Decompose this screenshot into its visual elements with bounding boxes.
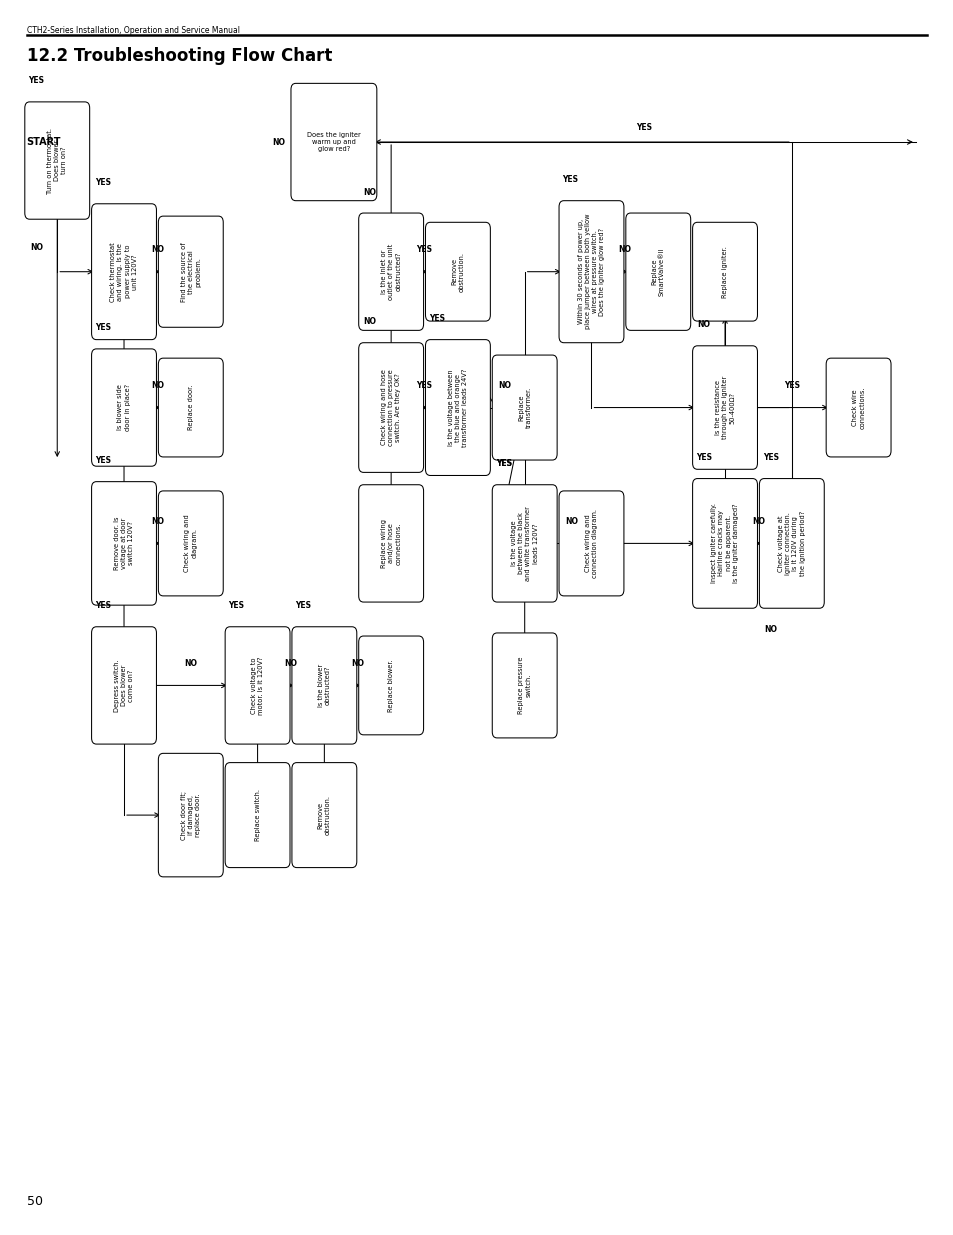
Text: NO: NO [751,516,764,526]
Text: Replace switch.: Replace switch. [254,789,260,841]
Text: Is the voltage between
the blue and orange
transformer leads 24V?: Is the voltage between the blue and oran… [447,368,468,447]
Text: Is the blower
obstructed?: Is the blower obstructed? [317,664,331,706]
Text: Depress switch.
Does blower
come on?: Depress switch. Does blower come on? [113,659,134,711]
Text: CTH2-Series Installation, Operation and Service Manual: CTH2-Series Installation, Operation and … [27,26,239,35]
Text: NO: NO [363,188,376,196]
Text: Is the inlet or
outlet of the unit
obstructed?: Is the inlet or outlet of the unit obstr… [380,243,401,300]
Text: YES: YES [95,601,111,610]
Text: Check wire
connections.: Check wire connections. [851,387,864,429]
FancyBboxPatch shape [358,484,423,601]
Text: Replace wiring
and/or hose
connections.: Replace wiring and/or hose connections. [380,519,401,568]
FancyBboxPatch shape [91,626,156,743]
Text: YES: YES [783,380,799,390]
FancyBboxPatch shape [492,632,557,737]
FancyBboxPatch shape [692,479,757,608]
FancyBboxPatch shape [158,490,223,595]
FancyBboxPatch shape [692,346,757,469]
FancyBboxPatch shape [91,482,156,605]
Text: NO: NO [763,625,777,634]
FancyBboxPatch shape [225,626,290,743]
FancyBboxPatch shape [292,626,356,743]
FancyBboxPatch shape [825,358,890,457]
Text: YES: YES [762,453,778,462]
Text: YES: YES [416,245,432,254]
Text: NO: NO [697,320,710,330]
FancyBboxPatch shape [692,222,757,321]
Text: START: START [27,137,61,147]
FancyBboxPatch shape [558,201,623,342]
Text: NO: NO [151,380,164,390]
Text: NO: NO [618,245,631,254]
Text: YES: YES [416,380,432,390]
Text: Replace pressure
switch.: Replace pressure switch. [517,657,531,714]
FancyBboxPatch shape [625,214,690,330]
FancyBboxPatch shape [158,753,223,877]
Text: Remove
obstruction.: Remove obstruction. [317,795,331,835]
FancyBboxPatch shape [759,479,823,608]
Text: Turn on thermostat.
Does blower
turn on?: Turn on thermostat. Does blower turn on? [47,127,68,194]
Text: YES: YES [562,175,578,184]
Text: Check door fit;
if damaged,
replace door.: Check door fit; if damaged, replace door… [180,790,201,840]
FancyBboxPatch shape [292,762,356,867]
Text: Replace igniter.: Replace igniter. [721,246,727,298]
Text: YES: YES [429,314,444,324]
Text: Replace blower.: Replace blower. [388,659,394,711]
Text: 50: 50 [27,1194,43,1208]
Text: YES: YES [95,456,111,466]
Text: NO: NO [363,317,376,326]
FancyBboxPatch shape [91,204,156,340]
Text: YES: YES [95,324,111,332]
Text: NO: NO [284,658,297,668]
Text: Check wiring and
connection diagram.: Check wiring and connection diagram. [584,509,598,578]
FancyBboxPatch shape [492,356,557,459]
Text: NO: NO [498,380,511,390]
Text: NO: NO [151,245,164,254]
Text: Remove door. Is
voltage at door
switch 120V?: Remove door. Is voltage at door switch 1… [113,516,134,571]
Text: YES: YES [636,122,651,132]
Text: YES: YES [696,453,711,462]
FancyBboxPatch shape [25,103,90,220]
Text: Check voltage to
motor. Is it 120V?: Check voltage to motor. Is it 120V? [251,656,264,715]
Text: Replace
SmartValve®II: Replace SmartValve®II [651,247,664,296]
Text: NO: NO [272,137,285,147]
FancyBboxPatch shape [158,216,223,327]
FancyBboxPatch shape [425,222,490,321]
FancyBboxPatch shape [291,84,376,201]
Text: Remove
obstruction.: Remove obstruction. [451,252,464,291]
FancyBboxPatch shape [358,214,423,330]
FancyBboxPatch shape [492,484,557,601]
Text: Inspect igniter carefully.
Hairline cracks may
not be apparent.
Is the igniter d: Inspect igniter carefully. Hairline crac… [710,504,739,583]
Text: Is the voltage
between the black
and white transformer
leads 120V?: Is the voltage between the black and whi… [510,506,538,580]
Text: YES: YES [29,77,44,85]
Text: Check wiring and hose
connection to pressure
switch. Are they OK?: Check wiring and hose connection to pres… [380,369,401,446]
Text: YES: YES [95,178,111,188]
FancyBboxPatch shape [425,340,490,475]
Text: NO: NO [184,658,197,668]
Text: NO: NO [30,242,43,252]
Text: YES: YES [496,459,511,468]
FancyBboxPatch shape [358,636,423,735]
Text: YES: YES [229,601,244,610]
FancyBboxPatch shape [358,342,423,472]
FancyBboxPatch shape [558,490,623,595]
Text: Is the resistance
through the igniter
50-400Ω?: Is the resistance through the igniter 50… [714,375,735,440]
Text: YES: YES [496,459,511,468]
Text: Does the igniter
warm up and
glow red?: Does the igniter warm up and glow red? [307,132,360,152]
Text: NO: NO [151,516,164,526]
Text: Check thermostat
and wiring. Is the
power supply to
unit 120V?: Check thermostat and wiring. Is the powe… [110,242,138,301]
Text: 12.2 Troubleshooting Flow Chart: 12.2 Troubleshooting Flow Chart [27,47,332,65]
Text: YES: YES [295,601,311,610]
Text: Within 30 seconds of power up,
place jumper between both yellow
wires at pressur: Within 30 seconds of power up, place jum… [577,214,605,330]
Text: Find the source of
the electrical
problem.: Find the source of the electrical proble… [180,242,201,301]
Text: Check voltage at
igniter connection.
Is it 120V during
the ignition period?: Check voltage at igniter connection. Is … [777,511,805,576]
FancyBboxPatch shape [225,762,290,867]
Text: Check wiring and
diagram.: Check wiring and diagram. [184,515,197,572]
Text: Replace door.: Replace door. [188,385,193,430]
Text: NO: NO [351,658,364,668]
Text: NO: NO [565,516,578,526]
Text: Replace
transformer.: Replace transformer. [517,387,531,429]
FancyBboxPatch shape [158,358,223,457]
Text: Is blower side
door in place?: Is blower side door in place? [117,384,131,431]
FancyBboxPatch shape [91,348,156,467]
